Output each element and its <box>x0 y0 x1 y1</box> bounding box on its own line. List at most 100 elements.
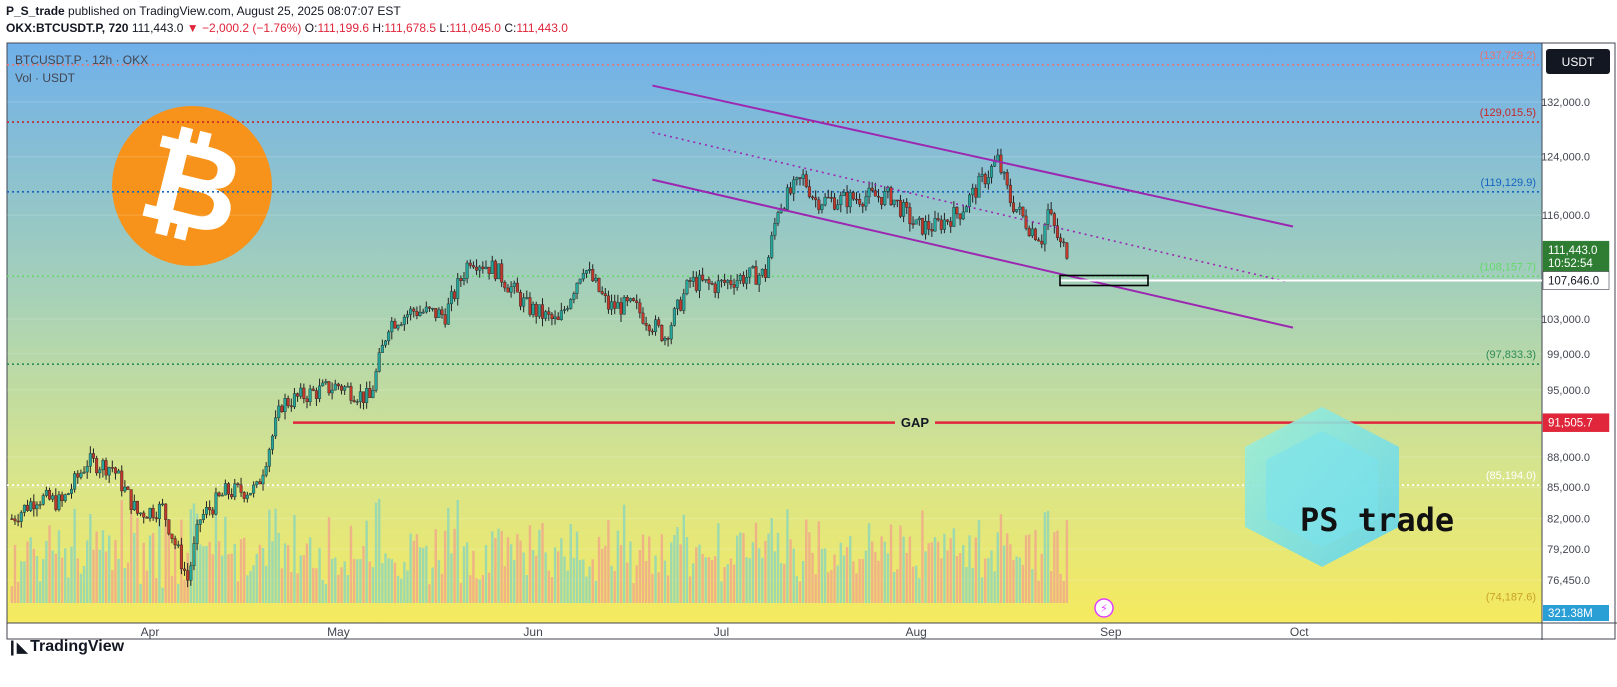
volume-bar <box>783 564 786 603</box>
candle-body <box>98 469 102 474</box>
volume-bar <box>258 544 262 603</box>
volume-bar <box>286 545 290 603</box>
candle-body <box>858 199 862 205</box>
volume-bar <box>199 544 202 603</box>
volume-bar <box>544 552 547 603</box>
candle-body <box>544 311 548 319</box>
tradingview-footer[interactable]: ❙◣ TradingView <box>6 638 124 656</box>
candle-body <box>443 314 447 325</box>
candle-body <box>1018 206 1022 210</box>
candle-body <box>974 187 978 198</box>
channel-mid-line[interactable] <box>652 131 1287 283</box>
candle-body <box>490 260 494 274</box>
flash-icon-circle[interactable] <box>1094 598 1114 618</box>
candle-body <box>296 393 300 397</box>
volume-bar <box>337 574 340 603</box>
y-tick-label: 124,000.0 <box>1541 152 1590 164</box>
volume-bar <box>195 513 199 603</box>
candle-body <box>949 221 953 227</box>
volume-bar <box>519 540 522 603</box>
candlesticks <box>10 148 1069 588</box>
candle-body <box>409 308 413 315</box>
flash-icon-glyph[interactable]: ⚡ <box>1100 602 1108 615</box>
volume-bar <box>563 556 566 603</box>
candle-body <box>588 269 592 271</box>
volume-bar <box>484 545 488 603</box>
published-text: published on TradingView.com, August 25,… <box>68 4 401 18</box>
volume-bar <box>588 566 591 603</box>
candle-body <box>829 197 833 199</box>
volume-bar <box>930 542 934 603</box>
candle-body <box>255 481 259 486</box>
volume-bar <box>1046 510 1050 603</box>
candle-body <box>990 165 994 178</box>
level-label: (108,157.7) <box>1480 261 1536 273</box>
volume-bar <box>107 535 111 603</box>
volume-bar <box>977 520 981 603</box>
candle-body <box>314 390 318 399</box>
candle-body <box>920 217 924 235</box>
candle-body <box>336 383 340 387</box>
volume-bar <box>742 533 745 603</box>
channel-lower-line[interactable] <box>652 178 1294 329</box>
currency-button[interactable]: USDT <box>1546 49 1610 74</box>
candle-body <box>230 494 234 498</box>
volume-bar <box>92 549 95 603</box>
candle-body <box>644 323 648 326</box>
candle-body <box>531 303 535 315</box>
candle-body <box>346 386 350 388</box>
volume-bar <box>378 498 381 603</box>
level-label: (74,187.6) <box>1486 591 1536 603</box>
author-name[interactable]: P_S_trade <box>6 4 65 18</box>
volume-bar <box>230 553 233 603</box>
volume-bar <box>877 560 880 603</box>
volume-bar <box>236 581 240 603</box>
volume-bar <box>264 565 268 603</box>
volume-bar <box>327 517 331 603</box>
volume-bar <box>610 565 613 603</box>
candle-body <box>842 192 846 196</box>
candle-body <box>679 299 683 311</box>
currency-button-bg[interactable] <box>1546 49 1610 74</box>
candle-body <box>826 196 830 199</box>
ps-trade-text: PS trade <box>1300 501 1454 539</box>
candle-body <box>660 325 664 341</box>
volume-bar <box>318 548 321 603</box>
candle-body <box>760 268 764 276</box>
candle-body <box>330 389 334 394</box>
volume-bar <box>569 524 572 603</box>
volume-bar <box>173 545 177 603</box>
volume-bar <box>805 519 808 603</box>
open-value: 111,199.6 <box>317 21 370 35</box>
candle-body <box>252 484 256 494</box>
channel-upper-line[interactable] <box>652 84 1294 228</box>
volume-bar <box>145 570 149 603</box>
volume-bar <box>89 514 92 603</box>
volume-bar <box>126 562 130 603</box>
candle-body <box>245 494 249 499</box>
candle-body <box>248 492 252 496</box>
volume-bar <box>447 507 450 603</box>
candle-body <box>493 260 497 280</box>
candle-body <box>412 308 416 312</box>
volume-bar <box>233 543 236 603</box>
candle-body <box>189 565 193 581</box>
candle-body <box>421 311 425 314</box>
candle-body <box>54 495 58 510</box>
currency-button-label[interactable]: USDT <box>1562 55 1595 69</box>
volume-bar <box>952 528 956 603</box>
volume-bar <box>754 522 758 603</box>
candle-body <box>1005 172 1009 186</box>
candle-body <box>418 312 422 316</box>
price-chart[interactable]: BTCUSDT.P · 12h · OKX Vol · USDT ₿ (137,… <box>0 0 1617 640</box>
volume-bar <box>918 578 921 603</box>
candle-body <box>220 494 224 497</box>
level-label: (137,729.2) <box>1480 50 1536 62</box>
candle-body <box>946 219 950 222</box>
flash-icon[interactable]: ⚡ <box>1094 598 1114 618</box>
support-zone-box[interactable] <box>1059 274 1149 287</box>
candle-body <box>239 484 243 493</box>
low-label: L: <box>439 21 450 35</box>
volume-bar <box>808 532 811 603</box>
price-tag-label: 111,443.0 <box>1548 245 1597 257</box>
